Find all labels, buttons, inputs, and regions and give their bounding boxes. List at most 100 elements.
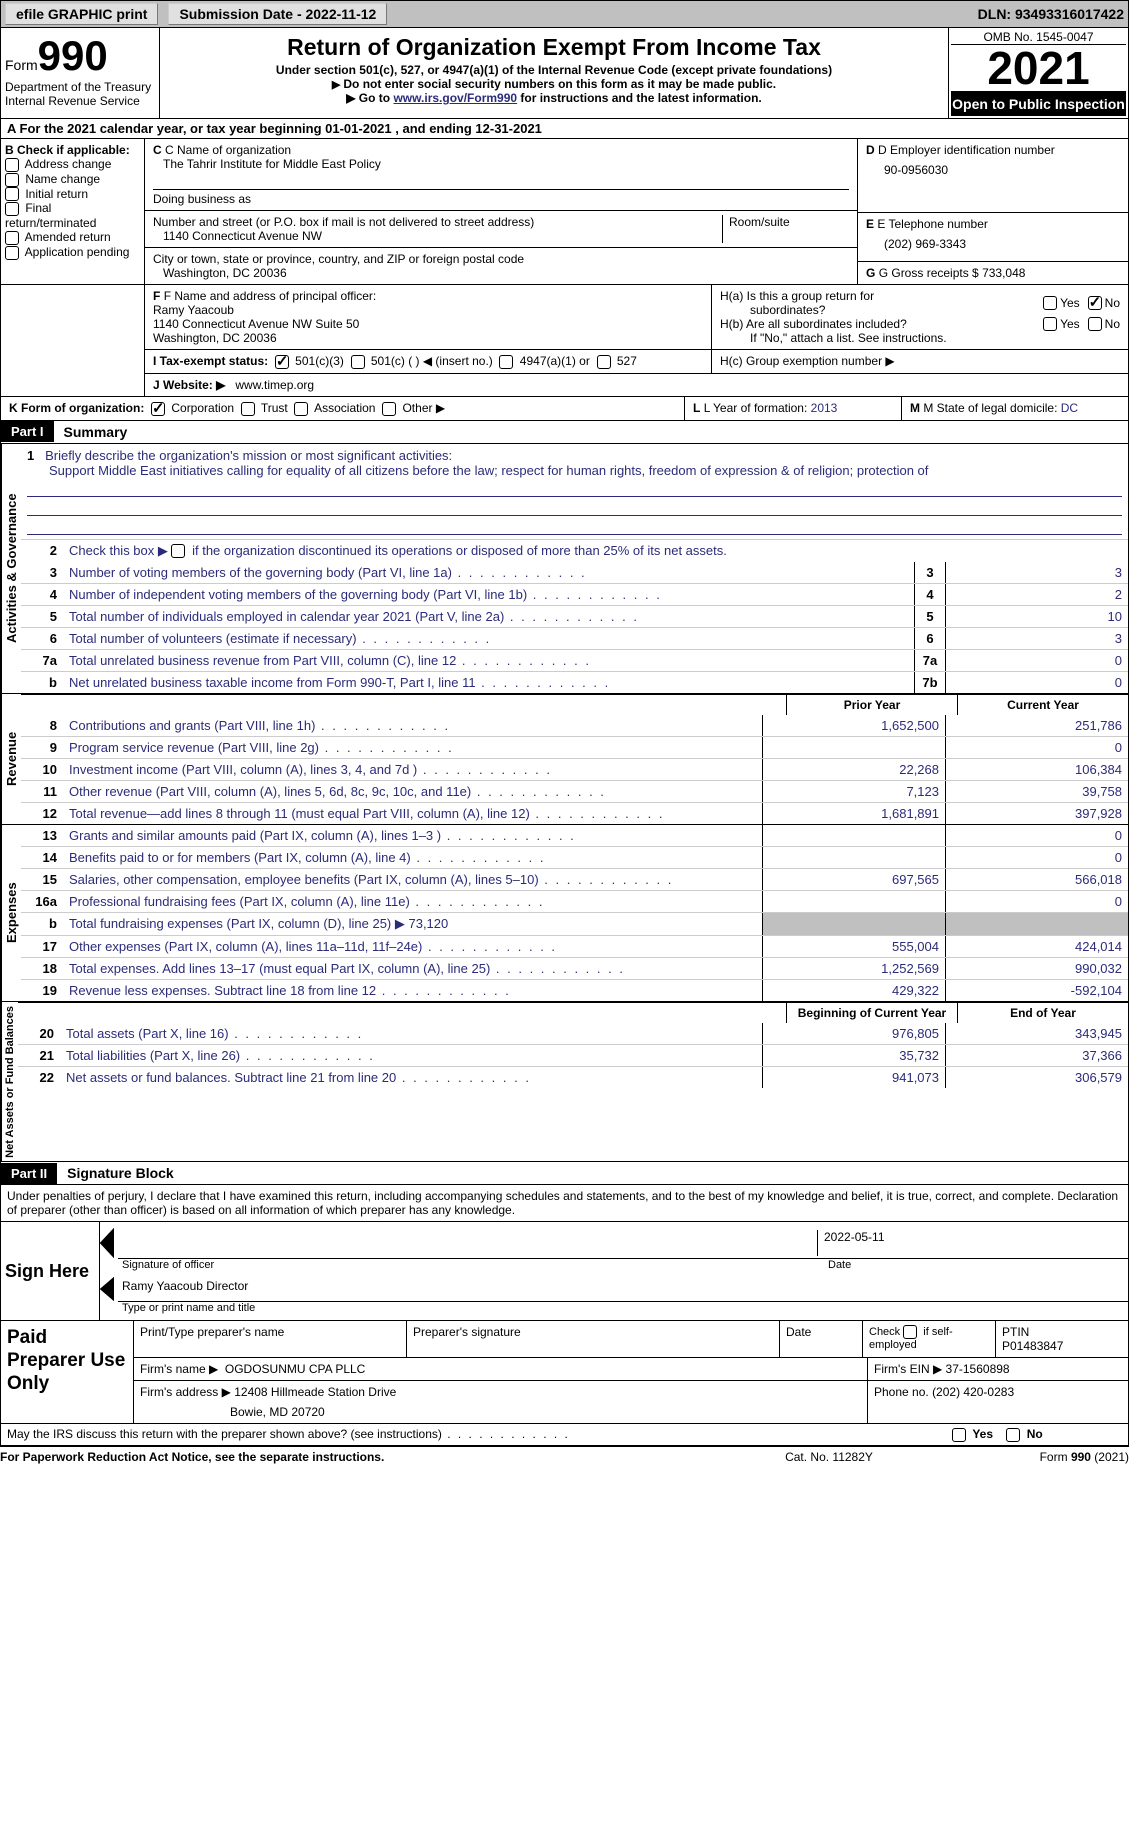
summary-line: 17Other expenses (Part IX, column (A), l… bbox=[21, 935, 1128, 957]
net-assets-section: Net Assets or Fund Balances Beginning of… bbox=[0, 1002, 1129, 1163]
discuss-no-check[interactable] bbox=[1006, 1428, 1020, 1442]
tax-status-check[interactable] bbox=[597, 355, 611, 369]
firm-name: Firm's name ▶ OGDOSUNMU CPA PLLC bbox=[134, 1358, 868, 1380]
summary-line: 9Program service revenue (Part VIII, lin… bbox=[21, 736, 1128, 758]
summary-line: 20Total assets (Part X, line 16)976,8053… bbox=[18, 1023, 1128, 1044]
prep-sig-label: Preparer's signature bbox=[407, 1321, 780, 1357]
fundraising-note: bTotal fundraising expenses (Part IX, co… bbox=[21, 912, 1128, 935]
submission-button[interactable]: Submission Date - 2022-11-12 bbox=[168, 3, 387, 25]
checkbox[interactable] bbox=[5, 202, 19, 216]
tax-year: 2021 bbox=[951, 45, 1126, 92]
checkbox[interactable] bbox=[5, 158, 19, 172]
summary-line: 7aTotal unrelated business revenue from … bbox=[21, 649, 1128, 671]
ssn-warning: Do not enter social security numbers on … bbox=[164, 77, 944, 91]
firm-address: Firm's address ▶ 12408 Hillmeade Station… bbox=[134, 1381, 868, 1423]
paperwork-notice: For Paperwork Reduction Act Notice, see … bbox=[0, 1450, 729, 1464]
prior-year-header: Prior Year bbox=[786, 695, 957, 715]
part1-header: Part I Summary bbox=[0, 421, 1129, 444]
org-name: The Tahrir Institute for Middle East Pol… bbox=[153, 157, 849, 171]
summary-line: bNet unrelated business taxable income f… bbox=[21, 671, 1128, 693]
summary-line: 5Total number of individuals employed in… bbox=[21, 605, 1128, 627]
city-value: Washington, DC 20036 bbox=[153, 266, 849, 280]
ha-no-check[interactable] bbox=[1088, 296, 1102, 310]
summary-line: 13Grants and similar amounts paid (Part … bbox=[21, 825, 1128, 846]
hc-label: H(c) Group exemption number ▶ bbox=[712, 350, 1128, 373]
addr-label: Number and street (or P.O. box if mail i… bbox=[153, 215, 722, 229]
g-receipts: G G Gross receipts $ 733,048 bbox=[858, 262, 1128, 284]
summary-line: 19Revenue less expenses. Subtract line 1… bbox=[21, 979, 1128, 1001]
section-b-c-d: B Check if applicable: Address change Na… bbox=[0, 139, 1129, 285]
hb-yes-check[interactable] bbox=[1043, 317, 1057, 331]
discuss-yes-check[interactable] bbox=[952, 1428, 966, 1442]
expenses-label: Expenses bbox=[1, 825, 21, 1001]
e-phone-label: E E Telephone number bbox=[866, 217, 1120, 231]
irs-link[interactable]: www.irs.gov/Form990 bbox=[393, 91, 517, 105]
form-header: Form990 Department of the Treasury Inter… bbox=[0, 28, 1129, 119]
tax-status-check[interactable] bbox=[499, 355, 513, 369]
paid-preparer-label: Paid Preparer Use Only bbox=[1, 1321, 133, 1423]
b-check-item: Name change bbox=[5, 172, 140, 187]
irs-label: Internal Revenue Service bbox=[5, 94, 155, 108]
org-form-check[interactable] bbox=[241, 402, 255, 416]
section-f-h: F F Name and address of principal office… bbox=[0, 285, 1129, 397]
dln-label: DLN: 93493316017422 bbox=[978, 6, 1124, 22]
b-check-item: Address change bbox=[5, 157, 140, 172]
form-title: Return of Organization Exempt From Incom… bbox=[164, 34, 944, 61]
footer: For Paperwork Reduction Act Notice, see … bbox=[0, 1446, 1129, 1467]
date-label: Date bbox=[822, 1259, 1128, 1271]
summary-line: 21Total liabilities (Part X, line 26)35,… bbox=[18, 1044, 1128, 1066]
revenue-section: Revenue Prior Year Current Year 8Contrib… bbox=[0, 694, 1129, 825]
org-form-check[interactable] bbox=[151, 402, 165, 416]
form-subtitle: Under section 501(c), 527, or 4947(a)(1)… bbox=[164, 63, 944, 77]
org-form-check[interactable] bbox=[382, 402, 396, 416]
b-label: B Check if applicable: bbox=[5, 143, 140, 157]
checkbox[interactable] bbox=[5, 173, 19, 187]
ha-yes-check[interactable] bbox=[1043, 296, 1057, 310]
efile-button[interactable]: efile GRAPHIC print bbox=[5, 3, 158, 25]
l-year: L L Year of formation: 2013 bbox=[684, 397, 901, 420]
prep-date-label: Date bbox=[780, 1321, 863, 1357]
summary-line: 3Number of voting members of the governi… bbox=[21, 562, 1128, 583]
end-year-header: End of Year bbox=[957, 1003, 1128, 1023]
org-form-check[interactable] bbox=[294, 402, 308, 416]
sig-date: 2022-05-11 bbox=[817, 1230, 1124, 1256]
catalog-number: Cat. No. 11282Y bbox=[729, 1450, 929, 1464]
row-a-tax-year: A For the 2021 calendar year, or tax yea… bbox=[0, 119, 1129, 139]
j-website: J Website: ▶ www.timep.org bbox=[145, 374, 322, 396]
ptin-cell: PTINP01483847 bbox=[996, 1321, 1128, 1357]
tax-status-check[interactable] bbox=[275, 355, 289, 369]
summary-line: 22Net assets or fund balances. Subtract … bbox=[18, 1066, 1128, 1088]
hb-label: H(b) Are all subordinates included? bbox=[720, 317, 1043, 331]
line2-check[interactable] bbox=[171, 544, 185, 558]
checkbox[interactable] bbox=[5, 246, 19, 260]
beginning-year-header: Beginning of Current Year bbox=[786, 1003, 957, 1023]
street-addr: 1140 Connecticut Avenue NW bbox=[153, 229, 722, 243]
hb-no-check[interactable] bbox=[1088, 317, 1102, 331]
b-check-item: Final return/terminated bbox=[5, 201, 140, 230]
name-title-value: Ramy Yaacoub Director bbox=[118, 1277, 1128, 1302]
checkbox[interactable] bbox=[5, 187, 19, 201]
expenses-section: Expenses 13Grants and similar amounts pa… bbox=[0, 825, 1129, 1002]
summary-line: 6Total number of volunteers (estimate if… bbox=[21, 627, 1128, 649]
city-label: City or town, state or province, country… bbox=[153, 252, 849, 266]
form-version: Form 990 (2021) bbox=[929, 1450, 1129, 1464]
may-irs-discuss: May the IRS discuss this return with the… bbox=[0, 1424, 1129, 1446]
ha-label: H(a) Is this a group return for subordin… bbox=[720, 289, 1043, 317]
mission-label: Briefly describe the organization's miss… bbox=[45, 448, 452, 463]
summary-line: 8Contributions and grants (Part VIII, li… bbox=[21, 715, 1128, 736]
summary-line: 12Total revenue—add lines 8 through 11 (… bbox=[21, 802, 1128, 824]
officer-addr2: Washington, DC 20036 bbox=[153, 331, 703, 345]
b-check-item: Initial return bbox=[5, 187, 140, 202]
checkbox[interactable] bbox=[5, 231, 19, 245]
penalty-text: Under penalties of perjury, I declare th… bbox=[1, 1185, 1128, 1221]
revenue-label: Revenue bbox=[1, 694, 21, 824]
f-label: F F Name and address of principal office… bbox=[153, 289, 703, 303]
room-label: Room/suite bbox=[722, 215, 849, 243]
tax-status-check[interactable] bbox=[351, 355, 365, 369]
net-assets-label: Net Assets or Fund Balances bbox=[1, 1002, 18, 1162]
paid-preparer-section: Paid Preparer Use Only Print/Type prepar… bbox=[0, 1321, 1129, 1424]
summary-line: 15Salaries, other compensation, employee… bbox=[21, 868, 1128, 890]
c-name-label: C C Name of organization bbox=[153, 143, 849, 157]
d-ein-label: D D Employer identification number bbox=[866, 143, 1120, 157]
signature-block: Under penalties of perjury, I declare th… bbox=[0, 1185, 1129, 1321]
